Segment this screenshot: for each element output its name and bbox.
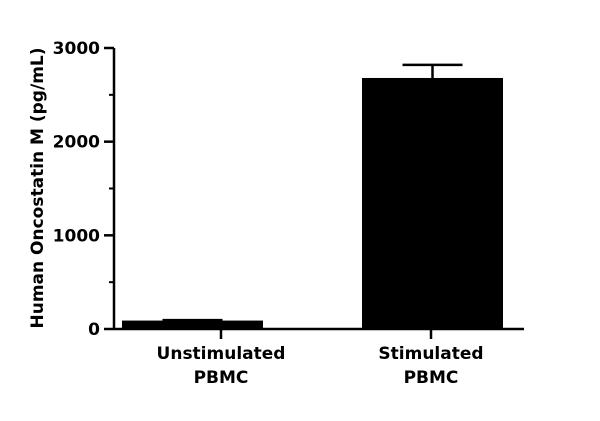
- y-tick-label: 1000: [53, 226, 100, 246]
- y-tick-label: 2000: [53, 133, 100, 153]
- y-tick-label: 3000: [53, 39, 100, 59]
- x-tick-label: Stimulated PBMC: [378, 344, 483, 388]
- x-axis: Unstimulated PBMC Stimulated PBMC: [114, 327, 524, 388]
- y-tick-label: 0: [88, 320, 100, 340]
- x-tick-label: Unstimulated PBMC: [157, 344, 286, 388]
- bar: [362, 77, 503, 330]
- y-axis: 0 1000 2000 3000: [53, 39, 116, 340]
- error-bars: [162, 63, 463, 322]
- y-axis-title: Human Oncostatin M (pg/mL): [28, 47, 48, 328]
- bars: [122, 77, 503, 330]
- bar: [122, 320, 263, 329]
